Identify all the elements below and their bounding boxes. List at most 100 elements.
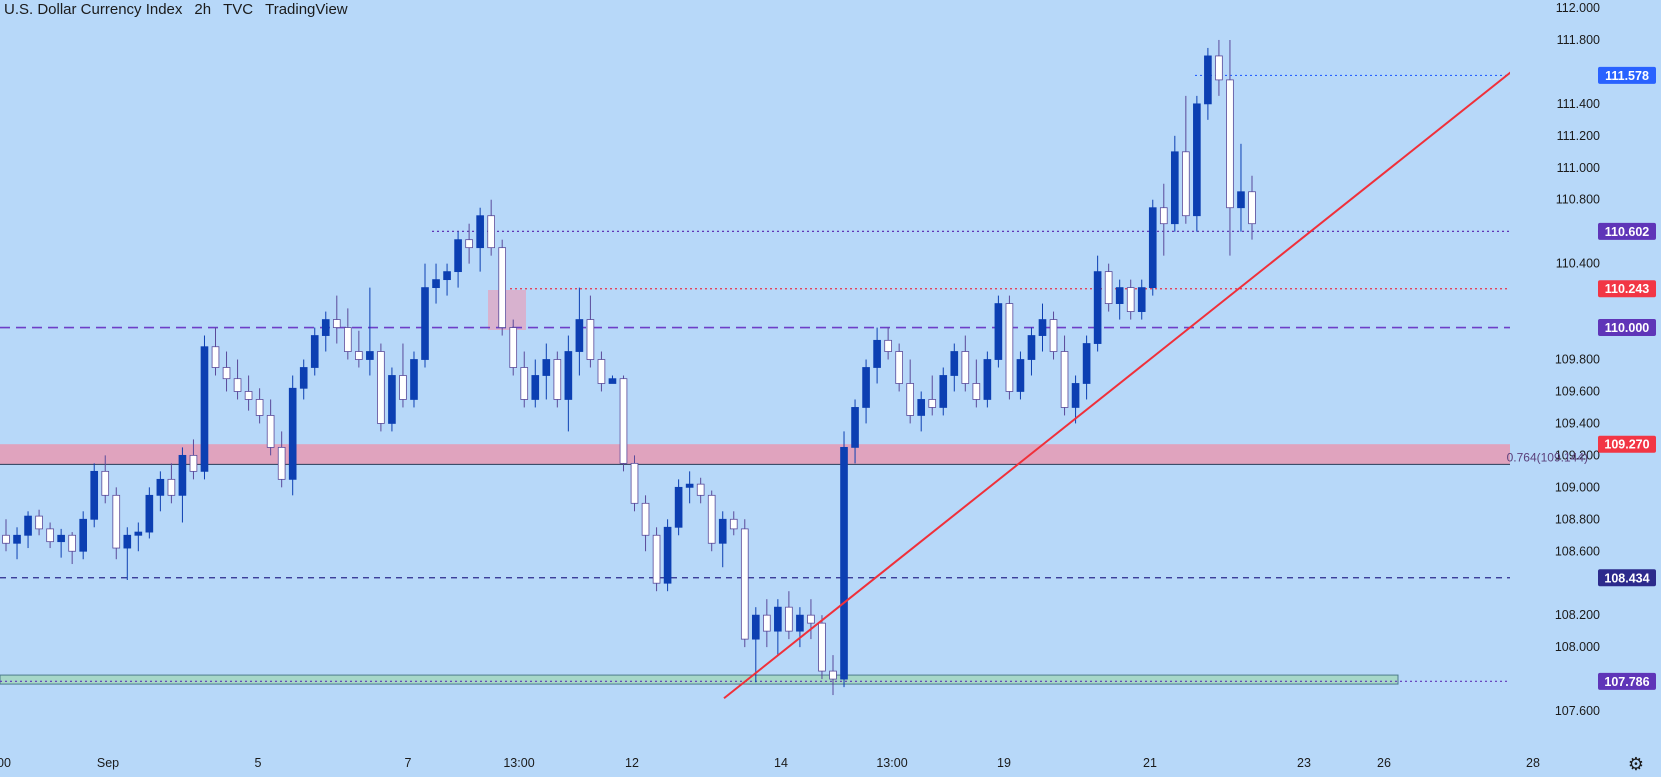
candle-body: [840, 446, 848, 680]
y-tick-label: 110.800: [1556, 193, 1600, 207]
x-tick-label: 13:00: [503, 756, 534, 770]
x-tick-label: 00: [0, 756, 11, 770]
y-tick-label: 111.200: [1557, 129, 1600, 143]
candle-body: [663, 526, 672, 584]
candle-body: [178, 454, 187, 496]
x-tick-label: 23: [1297, 756, 1311, 770]
y-tick-label: 110.400: [1556, 257, 1600, 271]
candle-body: [355, 351, 363, 360]
candle-body: [167, 478, 176, 496]
candle-body: [1126, 287, 1135, 312]
candle-body: [807, 614, 815, 624]
fib-label: 0.764(109.144): [1507, 450, 1588, 464]
candle-body: [211, 346, 220, 368]
candle-body: [1226, 79, 1234, 209]
candle-body: [1215, 55, 1223, 81]
price-tag-label: 111.578: [1605, 69, 1649, 83]
candle-body: [785, 606, 793, 632]
y-tick-label: 109.200: [1555, 448, 1600, 462]
price-tag: [1598, 569, 1656, 587]
interval-label[interactable]: 2h: [194, 1, 212, 18]
x-tick-label: 21: [1143, 756, 1157, 770]
candle-body: [564, 351, 573, 400]
candle-body: [553, 359, 562, 400]
candle-body: [24, 515, 32, 536]
price-tag: [1598, 280, 1656, 298]
candle-body: [818, 622, 826, 672]
candle-body: [1137, 287, 1146, 312]
y-tick-label: 111.000: [1557, 161, 1600, 175]
chart-title: U.S. Dollar Currency Index 2h TVC TradingVi…: [4, 1, 360, 18]
candle-body: [410, 359, 418, 400]
x-tick-label: Sep: [97, 756, 119, 770]
candle-body: [432, 279, 440, 289]
candle-body: [763, 614, 771, 632]
x-tick-label: 12: [625, 756, 639, 770]
candle-body: [509, 327, 518, 368]
candle-body: [1170, 151, 1179, 225]
candle-body: [1038, 319, 1047, 336]
price-tag: [1598, 672, 1656, 690]
candle-body: [1248, 191, 1256, 225]
candle-body: [46, 528, 54, 543]
candle-body: [685, 483, 694, 488]
candle-body: [751, 614, 760, 640]
candle-body: [498, 247, 507, 328]
candle-body: [1193, 103, 1201, 217]
support-zone: [0, 444, 1510, 465]
candle-body: [1060, 351, 1069, 408]
price-tag: [1598, 66, 1656, 84]
candle-body: [586, 319, 595, 360]
candle-body: [851, 407, 859, 448]
candle-body: [972, 383, 981, 400]
candle-body: [740, 528, 749, 640]
x-tick-label: 28: [1526, 756, 1540, 770]
price-tag-label: 110.000: [1605, 321, 1650, 335]
price-tag-label: 110.602: [1605, 225, 1650, 239]
candle-body: [57, 534, 65, 543]
candle-body: [255, 399, 264, 416]
candle-body: [1005, 303, 1014, 392]
highlight-box: [488, 290, 526, 330]
candle-body: [35, 515, 43, 530]
source-label: TVC: [223, 1, 254, 18]
candle-body: [388, 375, 396, 424]
levels-layer: [0, 74, 1510, 682]
candle-body: [443, 271, 451, 281]
price-labels-layer: 111.578 110.602 110.243 110.000 109.270 108.4…: [1507, 66, 1656, 690]
price-tag-label: 108.434: [1604, 571, 1649, 585]
candle-body: [718, 518, 727, 544]
zones-layer: [0, 290, 1510, 685]
gear-icon[interactable]: ⚙: [1627, 754, 1645, 774]
candle-body: [994, 303, 1003, 360]
candle-body: [652, 534, 661, 584]
candle-body: [608, 378, 617, 384]
candle-body: [399, 375, 407, 400]
candle-body: [79, 518, 88, 552]
candle-body: [1049, 319, 1058, 352]
candle-body: [332, 319, 341, 328]
y-tick-label: 109.600: [1555, 384, 1600, 398]
bottom-zone: [0, 674, 1399, 685]
x-tick-label: 26: [1377, 756, 1391, 770]
candle-body: [928, 399, 937, 408]
candle-body: [377, 351, 385, 424]
candle-body: [1082, 343, 1091, 384]
candle-body: [542, 359, 551, 376]
y-tick-label: 109.000: [1555, 480, 1600, 494]
trend-line: [723, 0, 1601, 700]
candle-body: [939, 375, 948, 408]
candle-body: [321, 319, 330, 336]
candle-body: [156, 478, 165, 496]
symbol-name[interactable]: U.S. Dollar Currency Index: [4, 1, 183, 18]
candle-body: [299, 367, 308, 389]
candle-body: [1182, 151, 1190, 217]
candle-body: [696, 483, 705, 496]
candle-body: [310, 335, 319, 368]
candle-body: [884, 339, 892, 352]
candle-body: [421, 287, 429, 360]
candle-body: [575, 319, 584, 352]
candle-body: [906, 383, 914, 416]
y-tick-label: 109.400: [1555, 416, 1600, 430]
